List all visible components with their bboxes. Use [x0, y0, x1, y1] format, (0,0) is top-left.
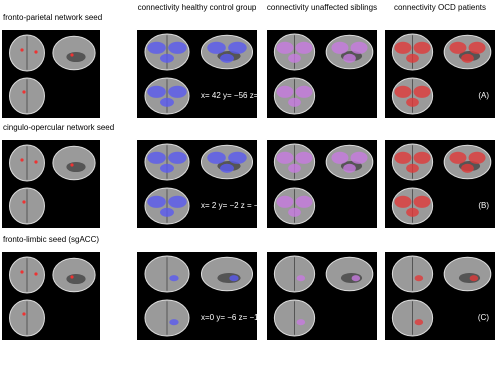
panel-label: (B)	[478, 201, 489, 210]
activation	[343, 53, 356, 63]
activation	[461, 163, 474, 173]
activation	[169, 319, 179, 326]
activation	[468, 41, 486, 54]
seed-marker	[20, 158, 24, 162]
activation	[406, 97, 419, 107]
activation	[228, 151, 247, 164]
activation	[228, 41, 247, 54]
activation	[350, 41, 368, 54]
activation	[413, 195, 431, 208]
activation	[406, 207, 419, 217]
activation	[207, 151, 226, 164]
activation	[160, 53, 174, 63]
activation	[394, 151, 412, 164]
activation	[160, 163, 174, 173]
seed-marker	[22, 312, 26, 316]
column-header: connectivity OCD patients	[394, 3, 486, 12]
activation	[147, 41, 166, 54]
activation	[288, 53, 301, 63]
seed-marker	[70, 275, 74, 279]
activation	[295, 151, 313, 164]
activation	[169, 275, 179, 282]
activation	[160, 207, 174, 217]
activation	[296, 319, 306, 326]
activation	[147, 85, 166, 98]
activation	[350, 151, 368, 164]
activation	[220, 163, 234, 173]
seed-marker	[22, 90, 26, 94]
activation	[394, 41, 412, 54]
seed-marker	[20, 48, 24, 52]
activation	[276, 85, 294, 98]
activation	[413, 151, 431, 164]
activation	[468, 151, 486, 164]
activation	[147, 195, 166, 208]
activation	[413, 85, 431, 98]
activation	[276, 41, 294, 54]
activation	[449, 41, 467, 54]
column-header: connectivity healthy control group	[138, 3, 257, 12]
coordinates: x= 42 y= −56 z= 44	[201, 91, 270, 100]
panel-label: (C)	[478, 313, 489, 322]
activation	[160, 97, 174, 107]
activation	[288, 163, 301, 173]
activation	[406, 163, 419, 173]
activation	[168, 151, 187, 164]
brain-detail	[66, 273, 86, 285]
row-label: cingulo-opercular network seed	[3, 123, 114, 132]
seed-marker	[34, 272, 38, 276]
activation	[461, 53, 474, 63]
activation	[469, 275, 479, 282]
activation	[394, 195, 412, 208]
activation	[276, 151, 294, 164]
seed-marker	[34, 50, 38, 54]
activation	[296, 275, 306, 282]
coordinates: x= 2 y= −2 z = −6	[201, 201, 264, 210]
brain-detail	[66, 161, 86, 173]
activation	[449, 151, 467, 164]
coordinates: x=0 y= −6 z= −14	[201, 313, 264, 322]
panel-label: (A)	[478, 91, 489, 100]
activation	[414, 275, 424, 282]
seed-marker	[22, 200, 26, 204]
seed-marker	[70, 163, 74, 167]
seed-marker	[34, 160, 38, 164]
activation	[331, 151, 349, 164]
activation	[229, 275, 239, 282]
activation	[295, 85, 313, 98]
activation	[331, 41, 349, 54]
activation	[207, 41, 226, 54]
activation	[220, 53, 234, 63]
activation	[276, 195, 294, 208]
activation	[168, 41, 187, 54]
seed-marker	[20, 270, 24, 274]
activation	[343, 163, 356, 173]
activation	[295, 41, 313, 54]
activation	[394, 85, 412, 98]
brain-detail	[66, 51, 86, 63]
activation	[406, 53, 419, 63]
activation	[168, 85, 187, 98]
row-label: fronto-parietal network seed	[3, 13, 102, 22]
row-label: fronto-limbic seed (sgACC)	[3, 235, 99, 244]
activation	[288, 207, 301, 217]
activation	[147, 151, 166, 164]
activation	[288, 97, 301, 107]
activation	[414, 319, 424, 326]
activation	[168, 195, 187, 208]
activation	[295, 195, 313, 208]
column-header: connectivity unaffected siblings	[267, 3, 377, 12]
activation	[351, 275, 361, 282]
activation	[413, 41, 431, 54]
seed-marker	[70, 53, 74, 57]
